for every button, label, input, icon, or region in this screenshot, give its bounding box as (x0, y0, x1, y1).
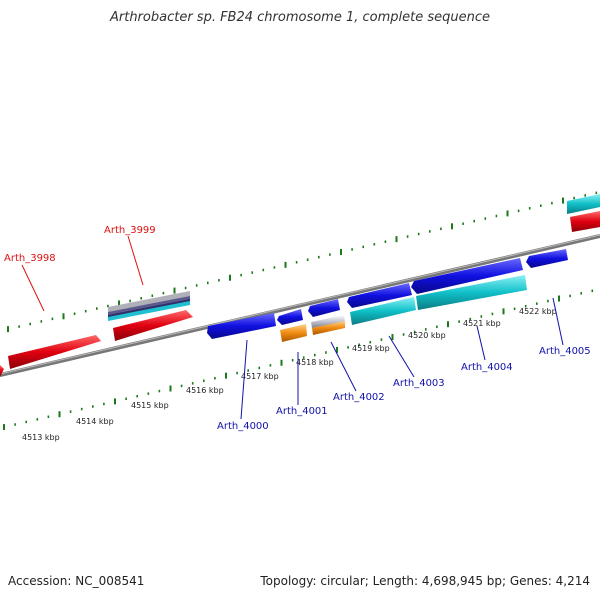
kbp-label: 4515 kbp (131, 401, 169, 410)
gene-arrow-orange[interactable] (312, 321, 345, 335)
reverse-tick-scale (3, 289, 594, 431)
striped-feature[interactable] (108, 291, 190, 321)
gene-label[interactable]: Arth_4000 (217, 421, 269, 432)
gene-arrow-red[interactable] (113, 310, 193, 341)
gene-arrow-cyan[interactable] (350, 297, 416, 325)
reverse-strand-genes (207, 249, 568, 342)
kbp-label: 4518 kbp (296, 358, 334, 367)
gene-labels: Arth_3998 Arth_3999 Arth_4000 Arth_4001 … (4, 225, 591, 432)
gene-label[interactable]: Arth_4002 (333, 392, 385, 403)
sequence-stats: Topology: circular; Length: 4,698,945 bp… (260, 574, 590, 588)
gene-arrow-blue[interactable] (526, 249, 568, 268)
gene-label[interactable]: Arth_4005 (539, 346, 591, 357)
gene-label[interactable]: Arth_4001 (276, 406, 328, 417)
gene-arrow-cyan[interactable] (416, 275, 527, 310)
gene-arrow-cyan[interactable] (567, 194, 600, 214)
kbp-label: 4522 kbp (519, 307, 557, 316)
gene-arrow-blue[interactable] (347, 283, 412, 308)
gene-arrow-blue[interactable] (207, 313, 276, 339)
kbp-label: 4516 kbp (186, 386, 224, 395)
gene-label[interactable]: Arth_4004 (461, 362, 513, 373)
kbp-label: 4521 kbp (463, 319, 501, 328)
gene-label[interactable]: Arth_4003 (393, 378, 445, 389)
gene-arrow-red[interactable] (0, 365, 4, 377)
gene-arrow-red[interactable] (570, 211, 600, 232)
gene-label[interactable]: Arth_3998 (4, 253, 56, 264)
gene-label[interactable]: Arth_3999 (104, 225, 156, 236)
kbp-label: 4513 kbp (22, 433, 60, 442)
kbp-label: 4520 kbp (408, 331, 446, 340)
backbone (0, 234, 600, 377)
gene-arrow-grey[interactable] (311, 315, 345, 328)
forward-strand-genes (0, 194, 600, 377)
accession-text: Accession: NC_008541 (8, 574, 145, 588)
kbp-label: 4519 kbp (352, 344, 390, 353)
map-title: Arthrobacter sp. FB24 chromosome 1, comp… (109, 10, 491, 25)
gene-arrow-blue[interactable] (411, 258, 523, 294)
gene-arrow-orange[interactable] (280, 324, 307, 342)
kbp-label: 4517 kbp (241, 372, 279, 381)
gene-arrow-red[interactable] (8, 335, 101, 369)
label-leader-lines (21, 235, 564, 420)
kbp-label: 4514 kbp (76, 417, 114, 426)
gene-arrow-blue[interactable] (277, 309, 303, 325)
gene-arrow-blue[interactable] (308, 299, 340, 317)
kbp-scale-labels: 4513 kbp 4514 kbp 4515 kbp 4516 kbp 4517… (22, 307, 557, 442)
